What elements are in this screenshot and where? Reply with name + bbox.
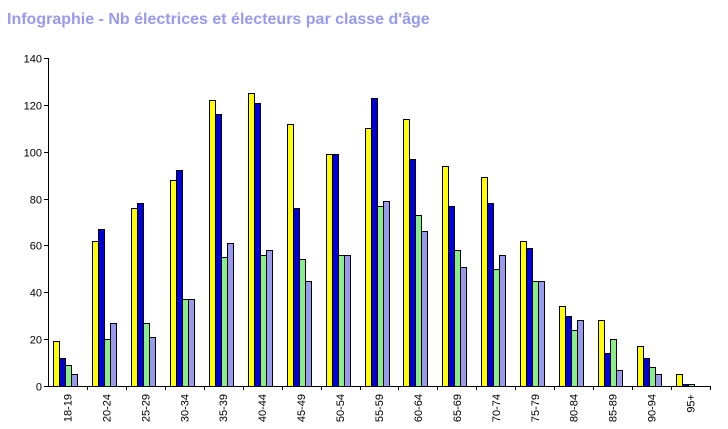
- bar: [493, 269, 500, 387]
- bar: [538, 281, 545, 387]
- y-tick-label: 20: [30, 335, 42, 347]
- bar: [532, 281, 539, 387]
- x-tick-label: 18-19: [62, 394, 74, 422]
- bar: [559, 306, 566, 387]
- bar: [442, 166, 449, 387]
- bar: [338, 255, 345, 387]
- bar: [266, 250, 273, 387]
- bar: [332, 154, 339, 387]
- bar: [143, 323, 150, 387]
- bar: [415, 215, 422, 387]
- x-tick-label: 30-34: [179, 394, 191, 422]
- bar: [92, 241, 99, 387]
- bar: [65, 365, 72, 387]
- bar: [104, 339, 111, 387]
- x-tick-label: 35-39: [218, 394, 230, 422]
- bar: [598, 320, 605, 387]
- bar: [137, 203, 144, 387]
- bar: [610, 339, 617, 387]
- x-tick-label: 25-29: [140, 394, 152, 422]
- x-tick-label: 20-24: [101, 394, 113, 422]
- bar: [377, 206, 384, 387]
- x-tick-label: 60-64: [413, 394, 425, 422]
- x-tick-label: 75-79: [530, 394, 542, 422]
- bar: [260, 255, 267, 387]
- chart-title: Infographie - Nb électrices et électeurs…: [7, 11, 430, 28]
- x-tick-label: 65-69: [452, 394, 464, 422]
- bar: [221, 257, 228, 387]
- bar: [59, 358, 66, 387]
- bar: [53, 341, 60, 387]
- bar: [520, 241, 527, 387]
- y-tick-label: 140: [24, 54, 42, 66]
- bar: [326, 154, 333, 387]
- bar: [454, 250, 461, 387]
- x-tick-label: 70-74: [491, 394, 503, 422]
- bar: [254, 103, 261, 387]
- bar: [403, 119, 410, 387]
- x-tick-label: 85-89: [608, 394, 620, 422]
- x-tick-label: 50-54: [335, 394, 347, 422]
- bar: [448, 206, 455, 387]
- x-tick-label: 95+: [686, 394, 698, 413]
- x-tick-label: 80-84: [569, 394, 581, 422]
- y-tick-label: 0: [36, 382, 42, 394]
- bar: [676, 374, 683, 387]
- bar: [421, 231, 428, 387]
- bar: [182, 299, 189, 387]
- bar: [571, 330, 578, 387]
- bar: [170, 180, 177, 387]
- y-tick-label: 120: [24, 101, 42, 113]
- bar: [604, 353, 611, 387]
- bar: [131, 208, 138, 387]
- y-tick-label: 100: [24, 148, 42, 160]
- bar: [577, 320, 584, 387]
- y-tick-label: 80: [30, 195, 42, 207]
- bar: [499, 255, 506, 387]
- bar: [526, 248, 533, 387]
- bar: [299, 259, 306, 387]
- bar: [481, 177, 488, 387]
- bar: [149, 337, 156, 387]
- bar: [365, 128, 372, 387]
- bar: [293, 208, 300, 387]
- bar: [248, 93, 255, 387]
- bar: [227, 243, 234, 387]
- bar: [383, 201, 390, 387]
- bar: [565, 316, 572, 387]
- y-tick-label: 40: [30, 288, 42, 300]
- bar: [643, 358, 650, 387]
- bar: [682, 384, 689, 387]
- bar: [305, 281, 312, 387]
- bar: [371, 98, 378, 387]
- x-tick-label: 40-44: [257, 394, 269, 422]
- y-tick-label: 60: [30, 241, 42, 253]
- bar: [616, 370, 623, 387]
- bar: [344, 255, 351, 387]
- bar: [649, 367, 656, 387]
- bar: [460, 267, 467, 387]
- x-tick-label: 55-59: [374, 394, 386, 422]
- bar: [71, 374, 78, 387]
- x-tick-label: 45-49: [296, 394, 308, 422]
- bar: [287, 124, 294, 387]
- bar: [110, 323, 117, 387]
- bar: [176, 170, 183, 387]
- bar: [215, 114, 222, 387]
- bar: [209, 100, 216, 387]
- bar: [188, 299, 195, 387]
- bar: [98, 229, 105, 387]
- bar: [688, 384, 695, 387]
- bar: [409, 159, 416, 387]
- bar: [637, 346, 644, 387]
- x-tick-label: 90-94: [647, 394, 659, 422]
- bar: [487, 203, 494, 387]
- bar: [655, 374, 662, 387]
